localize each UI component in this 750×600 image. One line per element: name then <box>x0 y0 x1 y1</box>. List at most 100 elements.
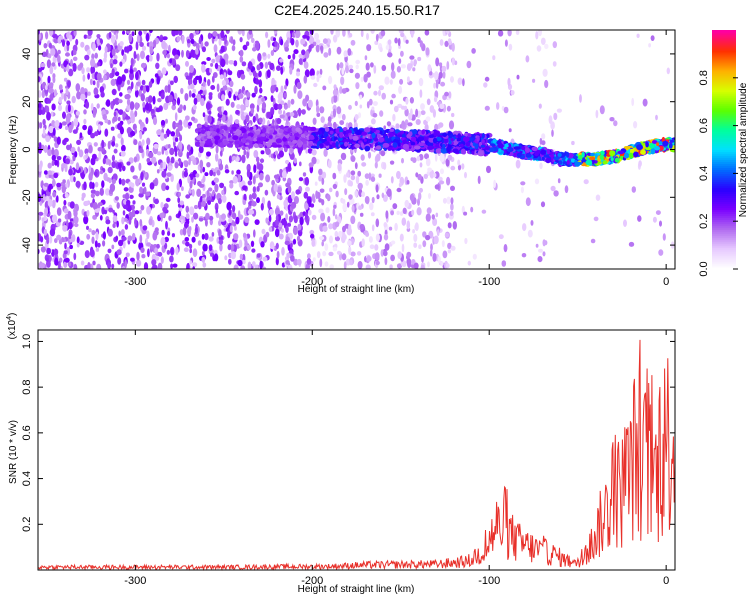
spectrogram-cell <box>392 113 396 122</box>
spectrogram-cell <box>97 124 101 132</box>
spectrogram-cell <box>510 90 515 96</box>
spectrogram-cell <box>189 248 192 254</box>
spectrogram-cell <box>122 165 126 172</box>
spectrogram-cell <box>61 92 64 100</box>
spectrogram-cell <box>90 189 96 195</box>
spectrogram-cell <box>520 181 526 186</box>
spectrogram-cell <box>583 179 589 185</box>
spectrogram-cell <box>418 244 422 249</box>
spectrogram-cell <box>304 69 310 78</box>
spectrogram-cell <box>92 107 97 116</box>
spectrogram-cell <box>307 99 313 109</box>
spectrogram-cell <box>54 159 58 166</box>
spectrogram-cell <box>193 97 198 106</box>
spectrogram-cell <box>201 233 205 240</box>
spectrogram-cell <box>406 251 412 258</box>
spectrogram-cell <box>160 237 166 246</box>
spectrogram-cell <box>73 209 78 217</box>
spectrogram-cell <box>642 98 648 107</box>
spectrogram-cell <box>471 48 476 54</box>
spectrogram-cell <box>413 59 418 66</box>
spectrogram-cell <box>304 50 310 59</box>
spectrogram-cell <box>285 260 290 265</box>
spectrogram-cell <box>364 145 371 152</box>
spectrogram-cell <box>70 59 73 67</box>
spectrogram-cell <box>348 32 353 38</box>
spectrogram-cell <box>187 176 191 184</box>
spectrogram-cell <box>211 191 215 197</box>
spectrogram-cell <box>57 54 61 64</box>
spectrogram-cell <box>410 30 414 38</box>
spectrogram-cell <box>195 48 199 55</box>
spectrogram-cell <box>267 200 271 209</box>
spectrogram-cell <box>111 48 116 57</box>
spectrogram-cell <box>134 102 139 110</box>
spectrogram-cell <box>56 207 62 216</box>
spectrogram-cell <box>75 162 80 171</box>
spectrogram-cell <box>68 68 74 77</box>
spectrogram-cell <box>111 141 116 147</box>
spectrogram-cell <box>174 151 178 157</box>
spectrogram-cell <box>194 204 198 210</box>
spectrogram-cell <box>96 80 100 89</box>
spectrogram-cell <box>421 255 424 263</box>
spectrogram-cell <box>283 92 287 98</box>
spectrogram-cell <box>258 70 262 78</box>
spectrogram-cell <box>171 104 176 111</box>
spectrogram-cell <box>265 174 271 183</box>
spectrogram-cell <box>359 212 364 217</box>
spectrogram-cell <box>42 127 46 136</box>
spectrogram-cell <box>267 53 271 59</box>
spectrogram-cell <box>198 151 202 158</box>
spectrogram-cell <box>131 113 136 121</box>
spectrogram-cell <box>86 225 89 230</box>
spectrogram-cell <box>320 45 324 52</box>
spectrogram-cell <box>213 177 219 183</box>
spectrogram-cell <box>88 165 92 174</box>
spectrogram-cell <box>176 97 181 106</box>
spectrogram-cell <box>434 184 440 190</box>
spectrogram-cell <box>210 85 216 90</box>
spectrogram-cell <box>254 85 258 95</box>
spectrogram-cell <box>274 150 279 156</box>
spectrogram-cell <box>161 146 165 155</box>
spectrogram-cell <box>484 105 490 111</box>
spectrogram-cell <box>238 214 244 220</box>
spectrogram-cell <box>278 91 284 99</box>
spectrogram-cell <box>579 94 582 103</box>
spectrogram-cell <box>83 167 87 175</box>
spectrogram-cell <box>402 207 407 214</box>
spectrogram-cell <box>124 259 127 269</box>
spectrogram-cell <box>291 191 295 200</box>
spectrogram-cell <box>246 91 251 98</box>
spectrogram-cell <box>652 216 657 223</box>
spectrogram-cell <box>441 240 445 248</box>
spectrogram-cell <box>114 71 120 77</box>
spectrogram-cell <box>38 103 42 108</box>
spectrogram-cell <box>247 61 253 70</box>
spectrogram-cell <box>39 262 46 269</box>
spectrogram-cell <box>461 163 465 170</box>
spectrogram-cell <box>350 170 356 176</box>
spectrogram-cell <box>202 166 206 173</box>
spectrogram-cell <box>256 64 261 71</box>
spectrogram-cell <box>371 118 376 125</box>
spectrogram-cell <box>375 33 379 42</box>
spectrogram-cell <box>173 75 178 84</box>
spectrogram-cell <box>367 151 372 159</box>
spectrogram-cell <box>370 62 374 68</box>
spectrogram-cell <box>86 49 91 56</box>
spectrogram-cell <box>97 202 103 207</box>
spectrogram-cell <box>356 251 362 256</box>
spectrogram-cell <box>235 216 240 225</box>
spectrogram-cell <box>157 98 162 103</box>
spectrogram-cell <box>125 93 131 100</box>
spectrogram-cell <box>85 101 90 109</box>
spectrogram-cell <box>544 79 549 89</box>
spectrogram-cell <box>212 31 218 37</box>
spectrogram-cell <box>266 69 271 78</box>
spectrogram-cell <box>321 177 325 185</box>
spectrogram-cell <box>425 47 430 56</box>
spectrogram-cell <box>432 252 437 262</box>
spectrogram-cell <box>87 91 91 96</box>
